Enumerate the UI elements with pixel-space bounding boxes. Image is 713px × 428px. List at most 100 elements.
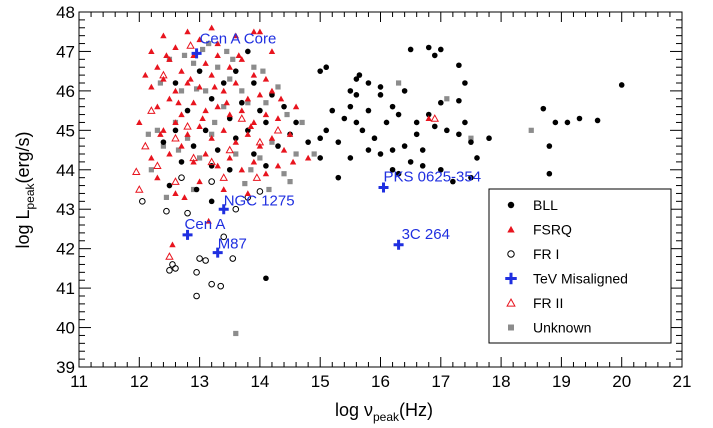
x-tick-label: 18 — [492, 372, 511, 391]
point-fr-ii — [225, 145, 234, 154]
point-fsrq — [172, 119, 179, 126]
point-bll — [413, 119, 420, 126]
point-fr-i — [202, 257, 209, 264]
annotation-m87: M87 — [218, 236, 247, 253]
point-bll — [251, 151, 257, 157]
point-fsrq — [199, 115, 206, 122]
point-fsrq — [142, 71, 149, 78]
point-fsrq — [262, 75, 270, 82]
legend-marker-fr-i — [507, 250, 515, 258]
point-fsrq — [202, 150, 209, 157]
point-fr-ii — [237, 114, 247, 122]
point-fsrq — [232, 79, 239, 86]
point-tev-misaligned — [218, 204, 229, 215]
point-fsrq — [184, 79, 191, 86]
point-unknown — [215, 64, 221, 70]
point-bll — [220, 80, 227, 86]
point-fsrq — [184, 28, 191, 35]
point-bll — [317, 68, 324, 74]
point-unknown — [266, 186, 272, 193]
point-fsrq — [250, 71, 258, 78]
point-bll — [293, 119, 299, 126]
point-bll — [341, 115, 348, 122]
y-tick-label: 45 — [56, 121, 75, 140]
point-unknown — [311, 151, 317, 157]
point-fsrq — [175, 99, 182, 106]
point-fsrq — [196, 178, 203, 185]
point-fsrq — [196, 36, 203, 43]
point-fsrq — [244, 95, 252, 102]
point-fsrq — [214, 103, 221, 110]
point-unknown — [197, 155, 203, 161]
point-fr-i — [208, 178, 215, 185]
series-layer — [132, 24, 625, 337]
point-fsrq — [214, 162, 221, 169]
point-unknown — [284, 111, 290, 118]
legend-box — [488, 188, 672, 344]
point-bll — [594, 117, 601, 124]
point-fsrq — [196, 123, 203, 129]
point-fsrq — [181, 194, 188, 200]
point-fsrq — [274, 162, 282, 169]
annotations: Cen A Core NGC 1275 Cen A M87 PKS 0625-354 3C… — [185, 31, 482, 253]
point-bll — [425, 111, 432, 118]
point-fr-ii — [159, 70, 168, 79]
point-unknown — [248, 167, 254, 173]
point-bll — [359, 127, 366, 134]
point-fsrq — [202, 60, 209, 66]
legend-label-fr-i: FR I — [533, 246, 559, 262]
legend-label-bll: BLL — [533, 197, 558, 213]
point-fsrq — [238, 166, 246, 173]
legend-label-fr-ii: FR II — [533, 295, 563, 311]
point-bll — [552, 119, 559, 126]
point-bll — [383, 119, 390, 126]
point-bll — [618, 82, 625, 88]
point-fsrq — [166, 95, 173, 102]
point-bll — [335, 139, 342, 145]
point-fr-ii — [147, 106, 156, 114]
point-fsrq — [208, 71, 215, 78]
point-bll — [323, 64, 330, 71]
point-bll — [431, 123, 438, 130]
point-fsrq — [304, 154, 312, 161]
point-unknown — [233, 330, 239, 337]
point-fsrq — [220, 186, 227, 193]
point-fr-ii — [141, 141, 150, 150]
point-unknown — [178, 88, 185, 94]
y-tick-label: 41 — [56, 279, 75, 298]
point-fr-ii — [132, 167, 141, 175]
point-bll — [281, 103, 287, 110]
point-bll — [413, 131, 420, 138]
point-fsrq — [157, 131, 164, 137]
point-fsrq — [160, 32, 167, 39]
point-fsrq — [163, 52, 170, 58]
point-unknown — [260, 68, 266, 74]
point-unknown — [209, 131, 215, 137]
point-fsrq — [223, 99, 230, 106]
x-axis-title: log νpeak(Hz) — [335, 400, 433, 424]
point-fsrq — [208, 24, 215, 31]
point-unknown — [468, 135, 474, 141]
point-unknown — [190, 60, 197, 66]
point-bll — [208, 95, 215, 102]
point-fsrq — [268, 48, 276, 55]
point-bll — [196, 68, 203, 74]
point-fsrq — [169, 241, 176, 248]
point-unknown — [287, 179, 293, 185]
point-tev-misaligned — [182, 229, 193, 240]
point-bll — [365, 80, 372, 86]
point-fsrq — [280, 146, 288, 153]
point-fsrq — [148, 83, 155, 90]
point-tev-misaligned — [378, 182, 389, 193]
point-unknown — [257, 155, 263, 161]
point-bll — [193, 186, 200, 193]
point-fsrq — [190, 99, 197, 106]
point-fsrq — [178, 67, 185, 74]
point-fsrq — [244, 131, 252, 137]
point-unknown — [251, 64, 257, 70]
point-fsrq — [154, 174, 161, 181]
point-fr-ii — [183, 121, 192, 130]
annotation-cen-a: Cen A — [185, 216, 226, 233]
point-fsrq — [154, 103, 161, 110]
